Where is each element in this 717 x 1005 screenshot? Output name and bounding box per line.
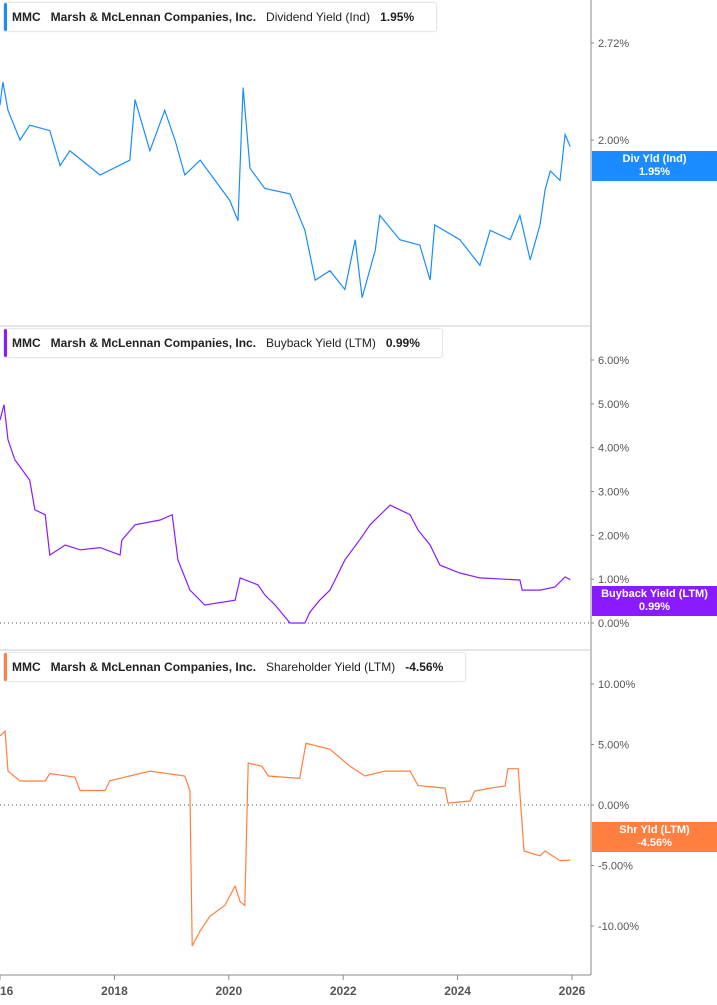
y-tick-label: 6.00% [598, 355, 629, 367]
tag-value: 1.95% [638, 166, 671, 178]
legend-metric: Dividend Yield (Ind) [266, 10, 371, 24]
y-tick-label: 10.00% [598, 679, 636, 691]
legend-metric: Buyback Yield (LTM) [266, 336, 376, 350]
x-tick-label: 2020 [215, 984, 242, 998]
legend-value: -4.56% [405, 660, 444, 674]
legend-buyback-yield: MMC Marsh & McLennan Companies, Inc. Buy… [3, 328, 443, 358]
legend-value: 0.99% [385, 336, 420, 350]
legend-dividend-yield: MMC Marsh & McLennan Companies, Inc. Div… [3, 2, 438, 32]
legend-value: 1.95% [380, 10, 415, 24]
y-tick-label: 0.00% [598, 800, 629, 812]
y-tick-label: 3.00% [598, 487, 629, 499]
legend-color-bar [4, 3, 7, 31]
legend-ticker: MMC [12, 336, 41, 350]
legend-color-bar [4, 653, 7, 681]
legend-ticker: MMC [12, 660, 41, 674]
series-line-1 [0, 404, 571, 624]
legend-color-bar [4, 329, 7, 357]
tag-value: 0.99% [638, 601, 671, 613]
y-tick-label: -10.00% [598, 921, 639, 933]
legend-company: Marsh & McLennan Companies, Inc. [50, 10, 257, 24]
y-tick-label: 5.00% [598, 399, 629, 411]
x-tick-label: 2026 [559, 984, 586, 998]
legend-company: Marsh & McLennan Companies, Inc. [50, 660, 257, 674]
x-tick-label: 2018 [101, 984, 128, 998]
x-tick-label: 2016 [0, 984, 14, 998]
tag-label: Shr Yld (LTM) [619, 824, 690, 836]
last-value-tag-dividend: Div Yld (Ind) 1.95% [592, 151, 717, 181]
series-line-2 [0, 729, 571, 947]
tag-value: -4.56% [637, 837, 672, 849]
y-tick-label: -5.00% [598, 861, 633, 873]
y-tick-label: 5.00% [598, 740, 629, 752]
y-tick-label: 1.00% [598, 574, 629, 586]
series-line-0 [0, 81, 571, 298]
last-value-tag-shareholder: Shr Yld (LTM) -4.56% [592, 822, 717, 852]
tag-label: Div Yld (Ind) [622, 153, 687, 165]
legend-ticker: MMC [12, 10, 41, 24]
legend-shareholder-yield: MMC Marsh & McLennan Companies, Inc. Sha… [3, 652, 467, 682]
tag-label: Buyback Yield (LTM) [601, 588, 708, 600]
y-tick-label: 4.00% [598, 443, 629, 455]
y-tick-label: 2.00% [598, 530, 629, 542]
y-tick-label: 2.72% [598, 38, 629, 50]
y-tick-label: 0.00% [598, 618, 629, 630]
x-tick-label: 2022 [330, 984, 357, 998]
legend-metric: Shareholder Yield (LTM) [266, 660, 396, 674]
legend-company: Marsh & McLennan Companies, Inc. [50, 336, 257, 350]
x-tick-label: 2024 [444, 984, 471, 998]
last-value-tag-buyback: Buyback Yield (LTM) 0.99% [592, 586, 717, 616]
y-tick-label: 2.00% [598, 135, 629, 147]
